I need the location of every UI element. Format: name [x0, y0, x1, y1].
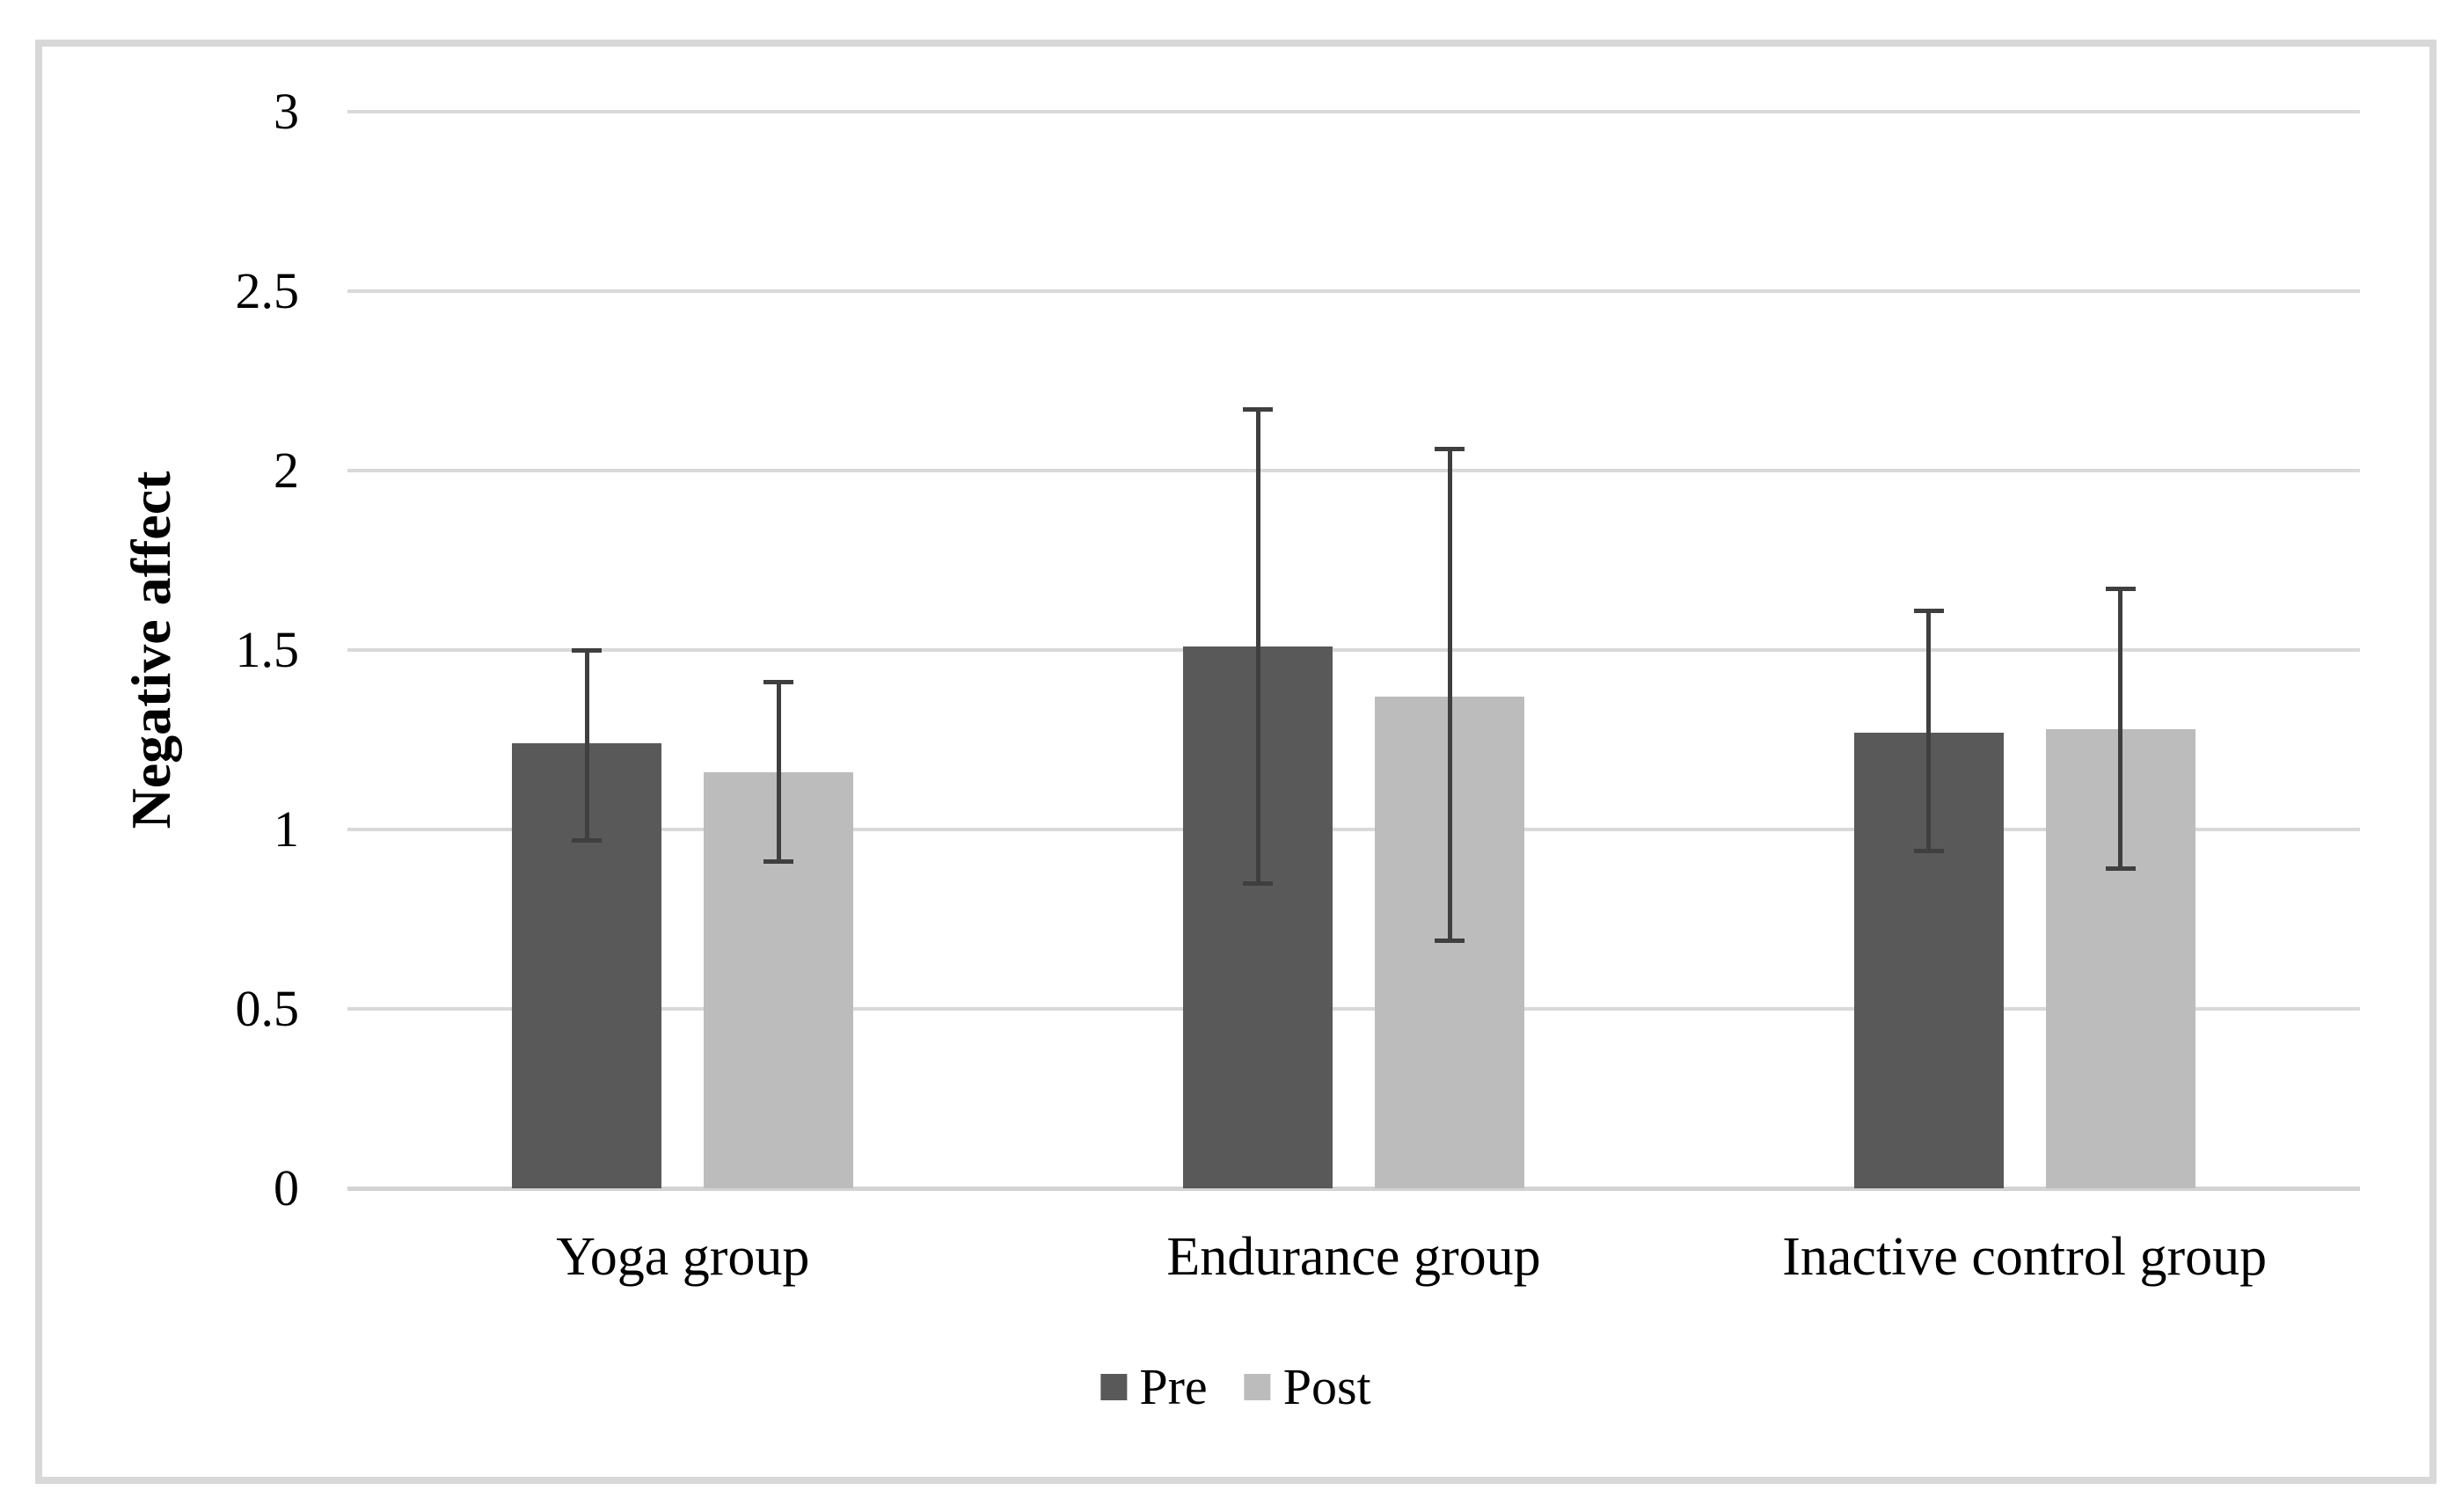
error-bar — [776, 682, 781, 862]
error-bar-cap — [763, 859, 794, 865]
gridline — [347, 1007, 2360, 1011]
legend-label: Pre — [1139, 1358, 1208, 1415]
y-tick-label: 1 — [274, 800, 299, 858]
legend-item-pre: Pre — [1100, 1358, 1208, 1415]
error-bar-cap — [2105, 587, 2136, 592]
error-bar — [1447, 449, 1452, 941]
error-bar-cap — [2105, 866, 2136, 872]
y-tick-label: 1.5 — [235, 621, 300, 678]
legend-item-post: Post — [1244, 1358, 1371, 1415]
gridline — [347, 648, 2360, 652]
legend: Pre Post — [1100, 1358, 1371, 1415]
legend-swatch-post — [1244, 1374, 1271, 1400]
gridline — [347, 828, 2360, 831]
legend-swatch-pre — [1100, 1374, 1128, 1400]
y-tick-label: 2 — [274, 442, 299, 499]
legend-label: Post — [1282, 1358, 1371, 1415]
error-bar-cap — [763, 680, 794, 685]
gridline — [347, 469, 2360, 472]
x-axis-line — [347, 1187, 2360, 1191]
error-bar-cap — [1435, 447, 1465, 452]
x-category-label: Yoga group — [556, 1227, 810, 1287]
error-bar — [1926, 610, 1932, 851]
error-bar-cap — [1913, 608, 1944, 613]
error-bar-cap — [1913, 848, 1944, 853]
x-category-label: Inactive control group — [1782, 1227, 2268, 1287]
error-bar — [584, 650, 589, 841]
error-bar-cap — [1243, 880, 1273, 886]
error-bar-cap — [572, 837, 603, 843]
gridline — [347, 289, 2360, 293]
error-bar-cap — [572, 647, 603, 653]
error-bar-cap — [1435, 938, 1465, 943]
error-bar — [1255, 409, 1260, 884]
y-tick-label: 0.5 — [235, 980, 300, 1037]
x-category-label: Endurance group — [1166, 1227, 1541, 1287]
error-bar-cap — [1243, 407, 1273, 413]
plot-area — [347, 110, 2360, 1191]
gridline — [347, 110, 2360, 113]
y-tick-label: 2.5 — [235, 262, 300, 319]
y-tick-label: 0 — [274, 1159, 299, 1216]
y-tick-label: 3 — [274, 83, 299, 140]
error-bar — [2118, 588, 2123, 869]
